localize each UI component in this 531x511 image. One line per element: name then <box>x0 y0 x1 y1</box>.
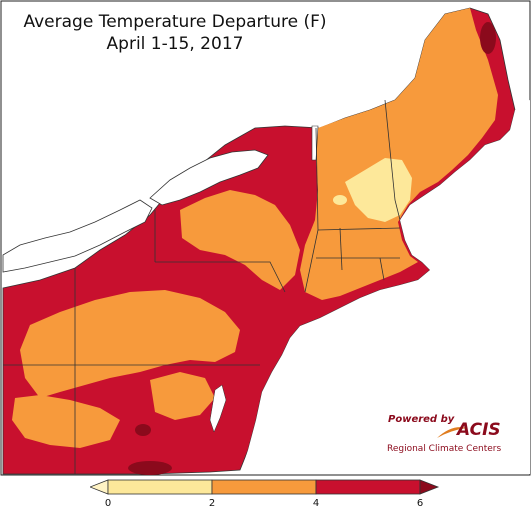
acis-credit: Powered by ACIS Regional Climate Centers <box>383 414 513 458</box>
spot-maine <box>480 22 496 54</box>
acis-logo: ACIS <box>457 420 501 440</box>
acis-swoosh-icon <box>437 427 467 438</box>
legend-bin-2-4 <box>211 479 317 495</box>
rcc-label: Regional Climate Centers <box>387 444 502 454</box>
chesapeake-bay <box>209 384 227 433</box>
lake-ontario <box>149 149 269 206</box>
legend-bin-4-6 <box>315 479 421 495</box>
region-warm-west <box>12 395 120 448</box>
region-warm-central <box>150 372 215 420</box>
legend-bin-0-2 <box>107 479 213 495</box>
lake-erie <box>2 199 153 273</box>
powered-by-label: Powered by <box>388 414 455 425</box>
legend-tick-0: 0 <box>104 498 112 509</box>
region-mild-small <box>333 195 347 205</box>
legend-colorbar <box>90 479 440 495</box>
legend-below-arrow <box>90 479 109 495</box>
spot-va <box>135 424 151 436</box>
legend-above-arrow <box>419 479 440 495</box>
ocean <box>240 100 530 474</box>
map-subtitle: April 1-15, 2017 <box>106 34 244 54</box>
legend-tick-4: 4 <box>312 498 320 509</box>
legend-tick-6: 6 <box>416 498 424 509</box>
spot-south <box>128 461 172 475</box>
region-warm-newyork <box>180 190 300 290</box>
state-borders <box>3 99 401 474</box>
map-title: Average Temperature Departure (F) <box>23 12 327 32</box>
legend-tick-2: 2 <box>208 498 216 509</box>
region-mild-nh <box>345 158 412 222</box>
region-warm-newengland <box>300 8 498 300</box>
